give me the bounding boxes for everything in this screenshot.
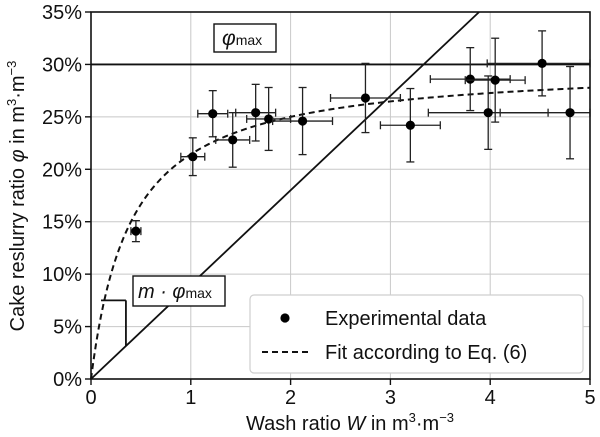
- y-tick-label-5: 25%: [42, 107, 82, 129]
- data-point-12: [537, 58, 547, 68]
- fit-curve: [90, 86, 591, 380]
- data-point-group-8: [379, 87, 441, 163]
- data-point-group-11: [464, 37, 526, 123]
- y-tick-label-6: 30%: [42, 54, 82, 76]
- data-point-7: [360, 93, 371, 103]
- data-point-group-6: [271, 86, 334, 156]
- data-point-group-7: [329, 62, 402, 134]
- slope-text: m · φ: [138, 281, 185, 303]
- data-point-0: [131, 226, 141, 236]
- y-tick-label-2: 10%: [42, 264, 82, 286]
- data-point-2: [208, 109, 218, 119]
- svg-text:φmax: φmax: [222, 27, 262, 50]
- legend-label-fit: Fit according to Eq. (6): [325, 342, 527, 364]
- data-point-3: [228, 135, 238, 145]
- y-tick-label-0: 0%: [53, 369, 82, 391]
- data-points-layer: [130, 30, 591, 243]
- tick-labels: 0 1 2 3 4 5 0% 5% 10% 15% 20% 25% 30% 35%: [42, 2, 596, 409]
- y-tick-label-3: 15%: [42, 212, 82, 234]
- legend-label-data: Experimental data: [325, 308, 487, 330]
- data-point-group-2: [197, 89, 229, 138]
- data-point-10: [483, 108, 493, 118]
- data-point-group-12: [486, 30, 591, 97]
- data-point-group-13: [499, 65, 591, 160]
- svg-text:m · φmax: m · φmax: [138, 281, 212, 303]
- fit-curve-layer: [90, 86, 591, 380]
- phi-max-subscript: max: [236, 32, 262, 48]
- tick-marks: [85, 11, 591, 385]
- y-tick-label-4: 20%: [42, 159, 82, 181]
- data-point-11: [490, 75, 500, 85]
- slope-subscript: max: [185, 285, 211, 301]
- y-tick-label-7: 35%: [42, 2, 82, 24]
- legend-marker-data: [280, 313, 290, 323]
- x-axis-label: Wash ratio W in m3·m−3: [246, 410, 454, 435]
- x-tick-label-5: 5: [584, 387, 595, 409]
- x-tick-label-0: 0: [85, 387, 96, 409]
- slope-annotation: m · φmax: [132, 275, 226, 307]
- phi-max-symbol: φ: [222, 27, 236, 50]
- y-axis-label: Cake reslurry ratio φ in m3·m−3: [4, 61, 29, 332]
- data-point-4: [251, 108, 261, 118]
- legend: Experimental data Fit according to Eq. (…: [249, 294, 584, 374]
- plot-frame: [90, 11, 591, 380]
- x-tick-label-2: 2: [285, 387, 296, 409]
- phi-max-annotation: φmax: [213, 23, 277, 53]
- data-point-9: [465, 74, 475, 84]
- data-point-13: [565, 108, 575, 118]
- y-tick-label-1: 5%: [53, 317, 82, 339]
- data-point-group-3: [215, 112, 251, 168]
- data-point-group-0: [130, 220, 142, 243]
- data-point-group-1: [180, 137, 206, 177]
- data-point-8: [405, 120, 415, 130]
- guide-lines: [90, 11, 590, 380]
- initial-slope-line: [90, 11, 480, 380]
- x-tick-label-1: 1: [185, 387, 196, 409]
- x-tick-label-3: 3: [385, 387, 396, 409]
- data-point-6: [297, 116, 308, 126]
- x-tick-label-4: 4: [485, 387, 496, 409]
- data-point-group-4: [235, 83, 277, 142]
- data-point-5: [264, 114, 274, 124]
- data-point-group-5: [246, 86, 292, 152]
- data-point-1: [188, 152, 198, 162]
